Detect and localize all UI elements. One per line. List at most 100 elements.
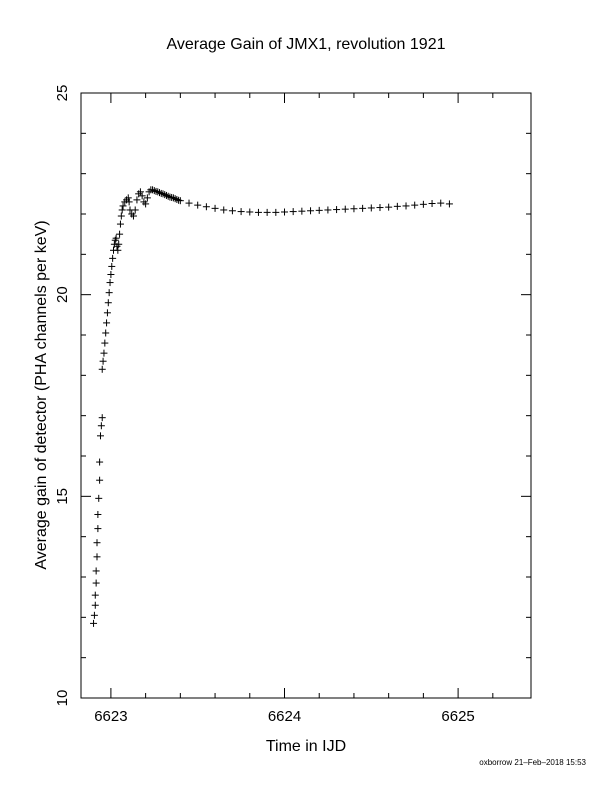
plot-frame xyxy=(80,92,532,699)
data-point xyxy=(108,262,116,270)
footer-credit: oxborrow 21–Feb–2018 15:53 xyxy=(479,758,586,767)
data-point xyxy=(428,200,436,208)
data-point xyxy=(98,365,106,373)
data-point xyxy=(437,199,445,207)
data-point xyxy=(90,611,98,619)
data-point xyxy=(246,208,254,216)
data-point xyxy=(281,208,288,216)
data-point xyxy=(99,357,107,365)
data-point xyxy=(307,207,315,215)
x-tick-label: 6625 xyxy=(441,708,474,725)
data-point xyxy=(94,510,102,518)
data-point xyxy=(272,208,280,216)
data-point xyxy=(333,206,341,214)
data-point xyxy=(90,619,98,627)
data-point xyxy=(116,220,124,228)
data-point xyxy=(138,192,146,200)
data-point xyxy=(131,206,139,214)
data-point xyxy=(315,206,323,214)
data-point xyxy=(116,230,124,238)
data-point xyxy=(376,204,384,212)
data-point xyxy=(385,203,393,211)
data-point xyxy=(393,202,401,210)
data-point xyxy=(114,246,122,254)
data-point xyxy=(104,299,112,307)
data-point xyxy=(94,525,102,533)
data-point xyxy=(91,601,99,609)
data-point xyxy=(101,339,109,347)
data-point xyxy=(341,205,349,213)
data-point xyxy=(107,271,115,278)
x-tick-label: 6624 xyxy=(268,708,301,725)
data-point xyxy=(124,194,132,202)
data-point xyxy=(142,200,150,208)
data-point xyxy=(119,202,127,210)
chart-title: Average Gain of JMX1, revolution 1921 xyxy=(166,36,446,53)
data-point xyxy=(237,208,245,216)
data-point xyxy=(118,206,126,214)
data-point xyxy=(103,319,111,327)
data-point xyxy=(359,204,367,212)
data-point xyxy=(411,201,419,209)
data-point xyxy=(164,192,172,200)
data-point xyxy=(202,203,210,211)
data-point xyxy=(96,458,104,466)
data-point xyxy=(156,189,164,197)
y-tick-label: 20 xyxy=(54,286,71,303)
data-point xyxy=(117,212,125,220)
data-point xyxy=(97,422,105,430)
data-point xyxy=(324,206,332,214)
data-point xyxy=(129,212,137,220)
x-axis-label: Time in IJD xyxy=(265,738,347,755)
data-point xyxy=(228,207,236,215)
y-tick-label: 10 xyxy=(54,690,71,707)
data-point xyxy=(92,579,100,587)
data-point xyxy=(402,202,410,210)
x-tick-label: 6623 xyxy=(94,708,127,725)
data-point xyxy=(263,208,271,216)
data-point xyxy=(185,199,193,207)
y-tick-label: 15 xyxy=(54,488,71,505)
data-point xyxy=(96,432,104,440)
data-point xyxy=(289,208,297,216)
data-point xyxy=(169,194,177,202)
data-point xyxy=(149,186,157,194)
data-point xyxy=(154,188,162,196)
data-point xyxy=(109,254,117,262)
data-point xyxy=(106,279,114,287)
data-point xyxy=(194,201,202,209)
data-point xyxy=(100,349,108,357)
data-point xyxy=(98,414,106,422)
data-point xyxy=(93,553,101,561)
data-point xyxy=(211,204,219,212)
data-point xyxy=(298,207,306,215)
data-point xyxy=(445,200,453,208)
data-point xyxy=(220,206,228,214)
data-point xyxy=(171,195,179,203)
data-point xyxy=(173,195,181,203)
data-point xyxy=(102,329,110,337)
data-point xyxy=(112,234,120,242)
data-point xyxy=(133,196,141,204)
y-tick-label: 25 xyxy=(54,85,71,102)
data-point xyxy=(91,591,99,599)
data-point xyxy=(96,476,104,484)
data-point xyxy=(350,205,358,213)
data-point xyxy=(143,194,151,202)
data-point xyxy=(93,539,101,547)
data-point xyxy=(254,208,262,216)
data-point xyxy=(159,190,167,198)
data-point xyxy=(176,197,184,205)
data-point xyxy=(105,289,113,297)
data-point xyxy=(103,309,111,317)
data-point xyxy=(115,240,123,248)
data-point xyxy=(95,494,103,502)
data-point xyxy=(92,567,100,575)
data-point xyxy=(125,198,133,206)
data-point xyxy=(150,187,158,195)
data-point xyxy=(367,204,375,212)
data-point xyxy=(161,191,169,199)
data-point xyxy=(419,200,427,208)
data-point xyxy=(162,191,170,199)
